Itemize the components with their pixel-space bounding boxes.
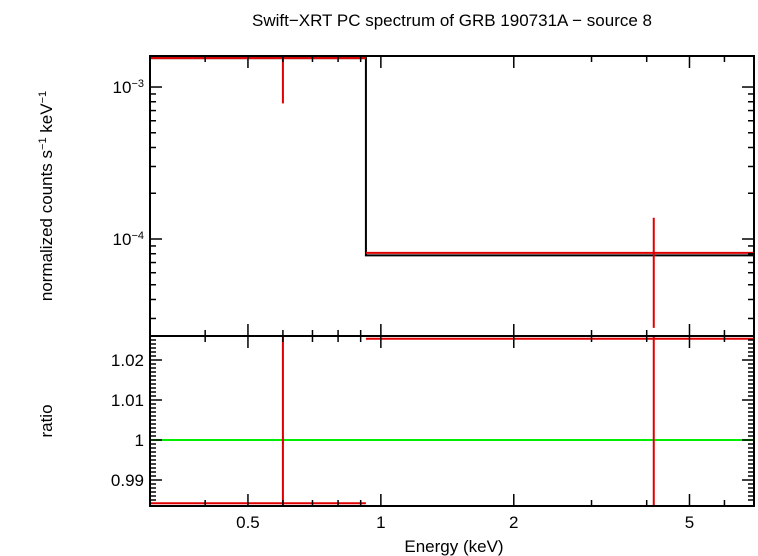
x-tick-label: 1: [376, 513, 385, 532]
ratio-y-tick-label: 1.02: [111, 351, 144, 370]
ratio-y-tick-label: 0.99: [111, 471, 144, 490]
x-axis-label: Energy (keV): [404, 537, 503, 556]
spectrum-y-tick-label: 10−3: [113, 78, 144, 97]
x-tick-label: 5: [685, 513, 694, 532]
spectrum-y-axis-label: normalized counts s−1 keV−1: [37, 91, 56, 301]
x-tick-label: 2: [509, 513, 518, 532]
ratio-y-tick-label: 1: [135, 431, 144, 450]
ticks-layer: [149, 56, 755, 506]
ratio-y-axis-label: ratio: [37, 404, 56, 437]
spectrum-y-tick-label: 10−4: [113, 230, 144, 249]
ratio-y-tick-label: 1.01: [111, 391, 144, 410]
ratio-plot-frame: [149, 335, 755, 507]
chart-title: Swift−XRT PC spectrum of GRB 190731A − s…: [252, 11, 652, 30]
x-tick-label: 0.5: [236, 513, 260, 532]
tick-labels-layer: 0.5 1 2 5 10−3 10−4 0.99 1 1.01 1.02: [111, 78, 694, 532]
axes-layer: [149, 55, 755, 507]
